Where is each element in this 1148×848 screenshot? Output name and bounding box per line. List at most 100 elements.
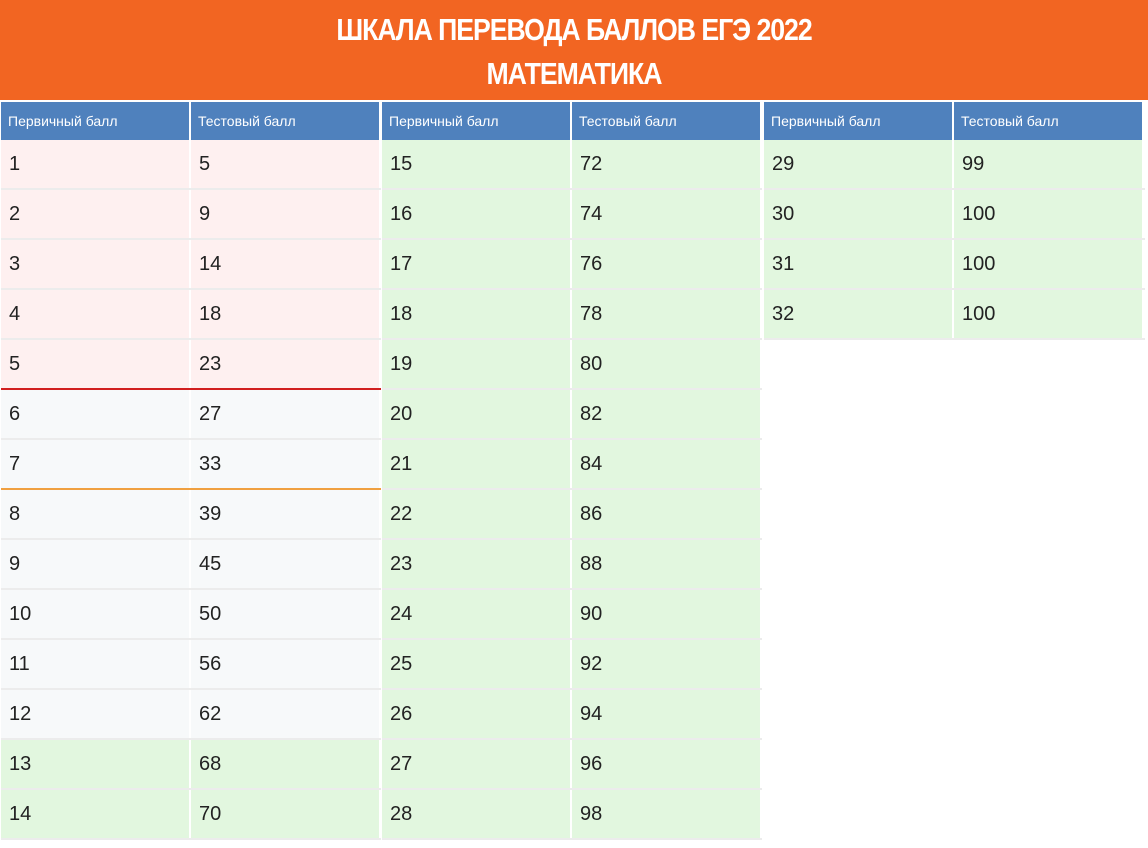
table-header: Первичный балл Тестовый балл bbox=[1, 102, 381, 140]
primary-score-cell: 13 bbox=[1, 740, 191, 788]
test-score-header: Тестовый балл bbox=[572, 102, 762, 140]
primary-score-cell: 4 bbox=[1, 290, 191, 338]
primary-score-cell: 18 bbox=[382, 290, 572, 338]
primary-score-cell: 19 bbox=[382, 340, 572, 388]
primary-score-cell: 10 bbox=[1, 590, 191, 638]
test-score-cell: 82 bbox=[572, 390, 762, 438]
table-row: 17 76 bbox=[382, 240, 762, 290]
table-row: 27 96 bbox=[382, 740, 762, 790]
table-row: 15 72 bbox=[382, 140, 762, 190]
test-score-cell: 72 bbox=[572, 140, 762, 188]
page-subtitle: МАТЕМАТИКА bbox=[486, 56, 662, 91]
table-row: 30 100 bbox=[764, 190, 1145, 240]
primary-score-cell: 20 bbox=[382, 390, 572, 438]
primary-score-header: Первичный балл bbox=[764, 102, 954, 140]
primary-score-cell: 9 bbox=[1, 540, 191, 588]
test-score-cell: 62 bbox=[191, 690, 381, 738]
test-score-cell: 39 bbox=[191, 490, 381, 538]
table-row: 23 88 bbox=[382, 540, 762, 590]
test-score-cell: 33 bbox=[191, 440, 381, 488]
table-header: Первичный балл Тестовый балл bbox=[382, 102, 762, 140]
score-table-2: Первичный балл Тестовый балл 15 72 16 74 17 76 1… bbox=[382, 102, 762, 840]
primary-score-cell: 30 bbox=[764, 190, 954, 238]
test-score-cell: 14 bbox=[191, 240, 381, 288]
primary-score-cell: 11 bbox=[1, 640, 191, 688]
test-score-cell: 84 bbox=[572, 440, 762, 488]
table-row: 31 100 bbox=[764, 240, 1145, 290]
table-row: 20 82 bbox=[382, 390, 762, 440]
test-score-cell: 68 bbox=[191, 740, 381, 788]
primary-score-cell: 31 bbox=[764, 240, 954, 288]
table-row: 22 86 bbox=[382, 490, 762, 540]
primary-score-header: Первичный балл bbox=[382, 102, 572, 140]
table-row: 25 92 bbox=[382, 640, 762, 690]
table-row: 7 33 bbox=[1, 440, 381, 490]
table-row: 11 56 bbox=[1, 640, 381, 690]
test-score-cell: 18 bbox=[191, 290, 381, 338]
test-score-cell: 23 bbox=[191, 340, 381, 388]
primary-score-cell: 29 bbox=[764, 140, 954, 188]
primary-score-cell: 24 bbox=[382, 590, 572, 638]
primary-score-cell: 22 bbox=[382, 490, 572, 538]
primary-score-cell: 2 bbox=[1, 190, 191, 238]
test-score-cell: 98 bbox=[572, 790, 762, 838]
test-score-cell: 88 bbox=[572, 540, 762, 588]
table-row: 24 90 bbox=[382, 590, 762, 640]
table-row: 32 100 bbox=[764, 290, 1145, 340]
table-row: 29 99 bbox=[764, 140, 1145, 190]
test-score-cell: 50 bbox=[191, 590, 381, 638]
table-row: 8 39 bbox=[1, 490, 381, 540]
primary-score-header: Первичный балл bbox=[1, 102, 191, 140]
primary-score-cell: 28 bbox=[382, 790, 572, 838]
table-row: 9 45 bbox=[1, 540, 381, 590]
primary-score-cell: 12 bbox=[1, 690, 191, 738]
page-title: ШКАЛА ПЕРЕВОДА БАЛЛОВ ЕГЭ 2022 bbox=[336, 12, 812, 47]
test-score-cell: 9 bbox=[191, 190, 381, 238]
test-score-cell: 27 bbox=[191, 390, 381, 438]
primary-score-cell: 27 bbox=[382, 740, 572, 788]
table-row: 13 68 bbox=[1, 740, 381, 790]
test-score-cell: 90 bbox=[572, 590, 762, 638]
test-score-cell: 92 bbox=[572, 640, 762, 688]
primary-score-cell: 15 bbox=[382, 140, 572, 188]
primary-score-cell: 26 bbox=[382, 690, 572, 738]
score-table-1: Первичный балл Тестовый балл 1 5 2 9 3 14 4 18 5 23… bbox=[1, 102, 381, 840]
primary-score-cell: 6 bbox=[1, 390, 191, 438]
test-score-cell: 76 bbox=[572, 240, 762, 288]
score-table-3: Первичный балл Тестовый балл 29 99 30 100 31 10… bbox=[764, 102, 1145, 340]
test-score-cell: 5 bbox=[191, 140, 381, 188]
table-row: 16 74 bbox=[382, 190, 762, 240]
primary-score-cell: 23 bbox=[382, 540, 572, 588]
table-row: 14 70 bbox=[1, 790, 381, 840]
title-banner: ШКАЛА ПЕРЕВОДА БАЛЛОВ ЕГЭ 2022 МАТЕМАТИК… bbox=[0, 0, 1148, 100]
test-score-cell: 96 bbox=[572, 740, 762, 788]
test-score-header: Тестовый балл bbox=[191, 102, 381, 140]
primary-score-cell: 3 bbox=[1, 240, 191, 288]
test-score-cell: 94 bbox=[572, 690, 762, 738]
primary-score-cell: 16 bbox=[382, 190, 572, 238]
table-row: 5 23 bbox=[1, 340, 381, 390]
test-score-cell: 99 bbox=[954, 140, 1144, 188]
test-score-cell: 56 bbox=[191, 640, 381, 688]
table-row: 10 50 bbox=[1, 590, 381, 640]
table-row: 4 18 bbox=[1, 290, 381, 340]
test-score-cell: 86 bbox=[572, 490, 762, 538]
primary-score-cell: 14 bbox=[1, 790, 191, 838]
test-score-cell: 70 bbox=[191, 790, 381, 838]
test-score-cell: 74 bbox=[572, 190, 762, 238]
table-row: 18 78 bbox=[382, 290, 762, 340]
primary-score-cell: 7 bbox=[1, 440, 191, 488]
table-row: 3 14 bbox=[1, 240, 381, 290]
primary-score-cell: 32 bbox=[764, 290, 954, 338]
test-score-cell: 80 bbox=[572, 340, 762, 388]
test-score-cell: 45 bbox=[191, 540, 381, 588]
test-score-cell: 100 bbox=[954, 290, 1144, 338]
table-row: 6 27 bbox=[1, 390, 381, 440]
primary-score-cell: 1 bbox=[1, 140, 191, 188]
primary-score-cell: 8 bbox=[1, 490, 191, 538]
test-score-cell: 100 bbox=[954, 190, 1144, 238]
table-row: 19 80 bbox=[382, 340, 762, 390]
primary-score-cell: 17 bbox=[382, 240, 572, 288]
table-header: Первичный балл Тестовый балл bbox=[764, 102, 1145, 140]
